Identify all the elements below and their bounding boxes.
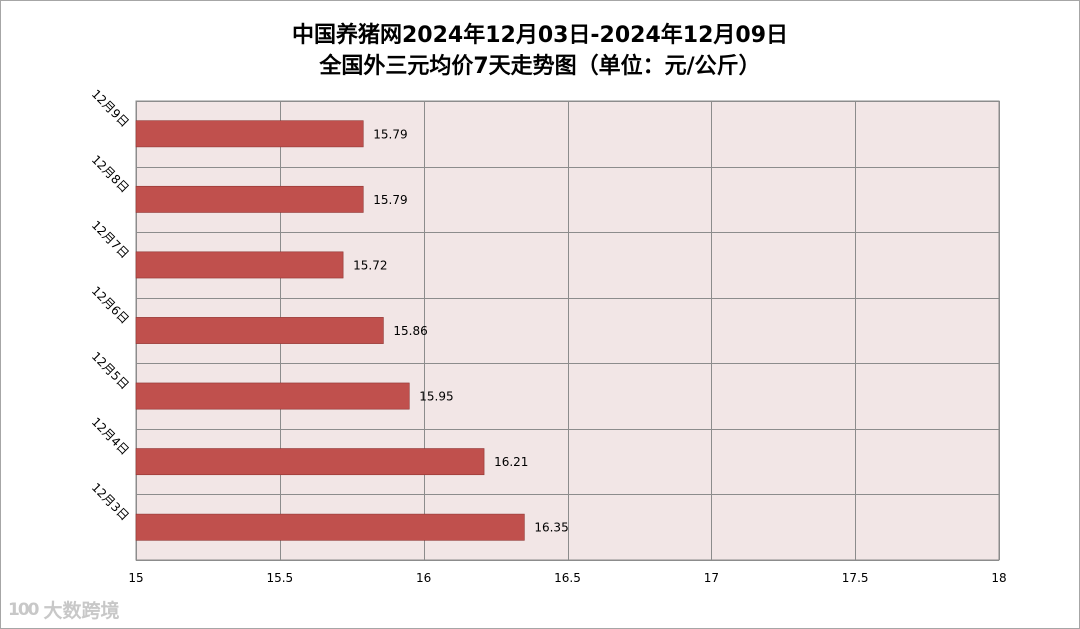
bar xyxy=(135,317,384,344)
bar-value-label: 16.35 xyxy=(534,521,568,535)
bar-value-label: 16.21 xyxy=(494,455,528,469)
bar xyxy=(135,382,410,410)
category-label: 12月4日 xyxy=(89,415,132,458)
bar xyxy=(135,185,364,213)
category-label: 12月9日 xyxy=(89,87,132,130)
category-label: 12月7日 xyxy=(89,218,132,261)
chart-title-block: 中国养猪网2024年12月03日-2024年12月09日 全国外三元均价7天走势… xyxy=(0,20,1080,82)
bar-value-label: 15.95 xyxy=(419,390,453,404)
grid-lines xyxy=(136,101,1000,561)
chart-title: 中国养猪网2024年12月03日-2024年12月09日 xyxy=(291,23,789,48)
bar xyxy=(135,448,485,476)
x-tick-label: 16.5 xyxy=(554,571,581,585)
bar xyxy=(135,251,344,279)
category-label: 12月5日 xyxy=(89,349,132,392)
category-label: 12月3日 xyxy=(89,480,132,523)
bar xyxy=(135,513,525,541)
x-tick-label: 17 xyxy=(704,571,719,585)
bar-value-label: 15.72 xyxy=(353,258,387,272)
category-labels: 12月9日 12月8日 12月7日 12月6日 12月5日 12月4日 12月3日 xyxy=(89,87,132,523)
watermark-logo-icon: 100 xyxy=(8,599,39,620)
x-tick-label: 15 xyxy=(128,571,143,585)
category-label: 12月6日 xyxy=(89,284,132,327)
category-label: 12月8日 xyxy=(89,152,132,195)
bars xyxy=(135,120,525,541)
bar xyxy=(135,120,364,148)
x-tick-label: 15.5 xyxy=(266,571,293,585)
bar-value-label: 15.86 xyxy=(393,324,427,338)
x-tick-label: 18 xyxy=(991,571,1006,585)
bar-value-label: 15.79 xyxy=(373,193,407,207)
x-tick-labels: 15 15.5 16 16.5 17 17.5 18 xyxy=(128,571,1006,585)
x-tick-label: 16 xyxy=(416,571,431,585)
bar-value-label: 15.79 xyxy=(373,127,407,141)
watermark-text: 大数跨境 xyxy=(43,600,120,622)
watermark: 100 大数跨境 xyxy=(8,596,120,623)
chart-subtitle: 全国外三元均价7天走势图（单位：元/公斤） xyxy=(319,54,761,79)
bar-value-labels: 15.79 15.79 15.72 15.86 15.95 16.21 16.35 xyxy=(353,127,569,534)
x-tick-label: 17.5 xyxy=(842,571,869,585)
